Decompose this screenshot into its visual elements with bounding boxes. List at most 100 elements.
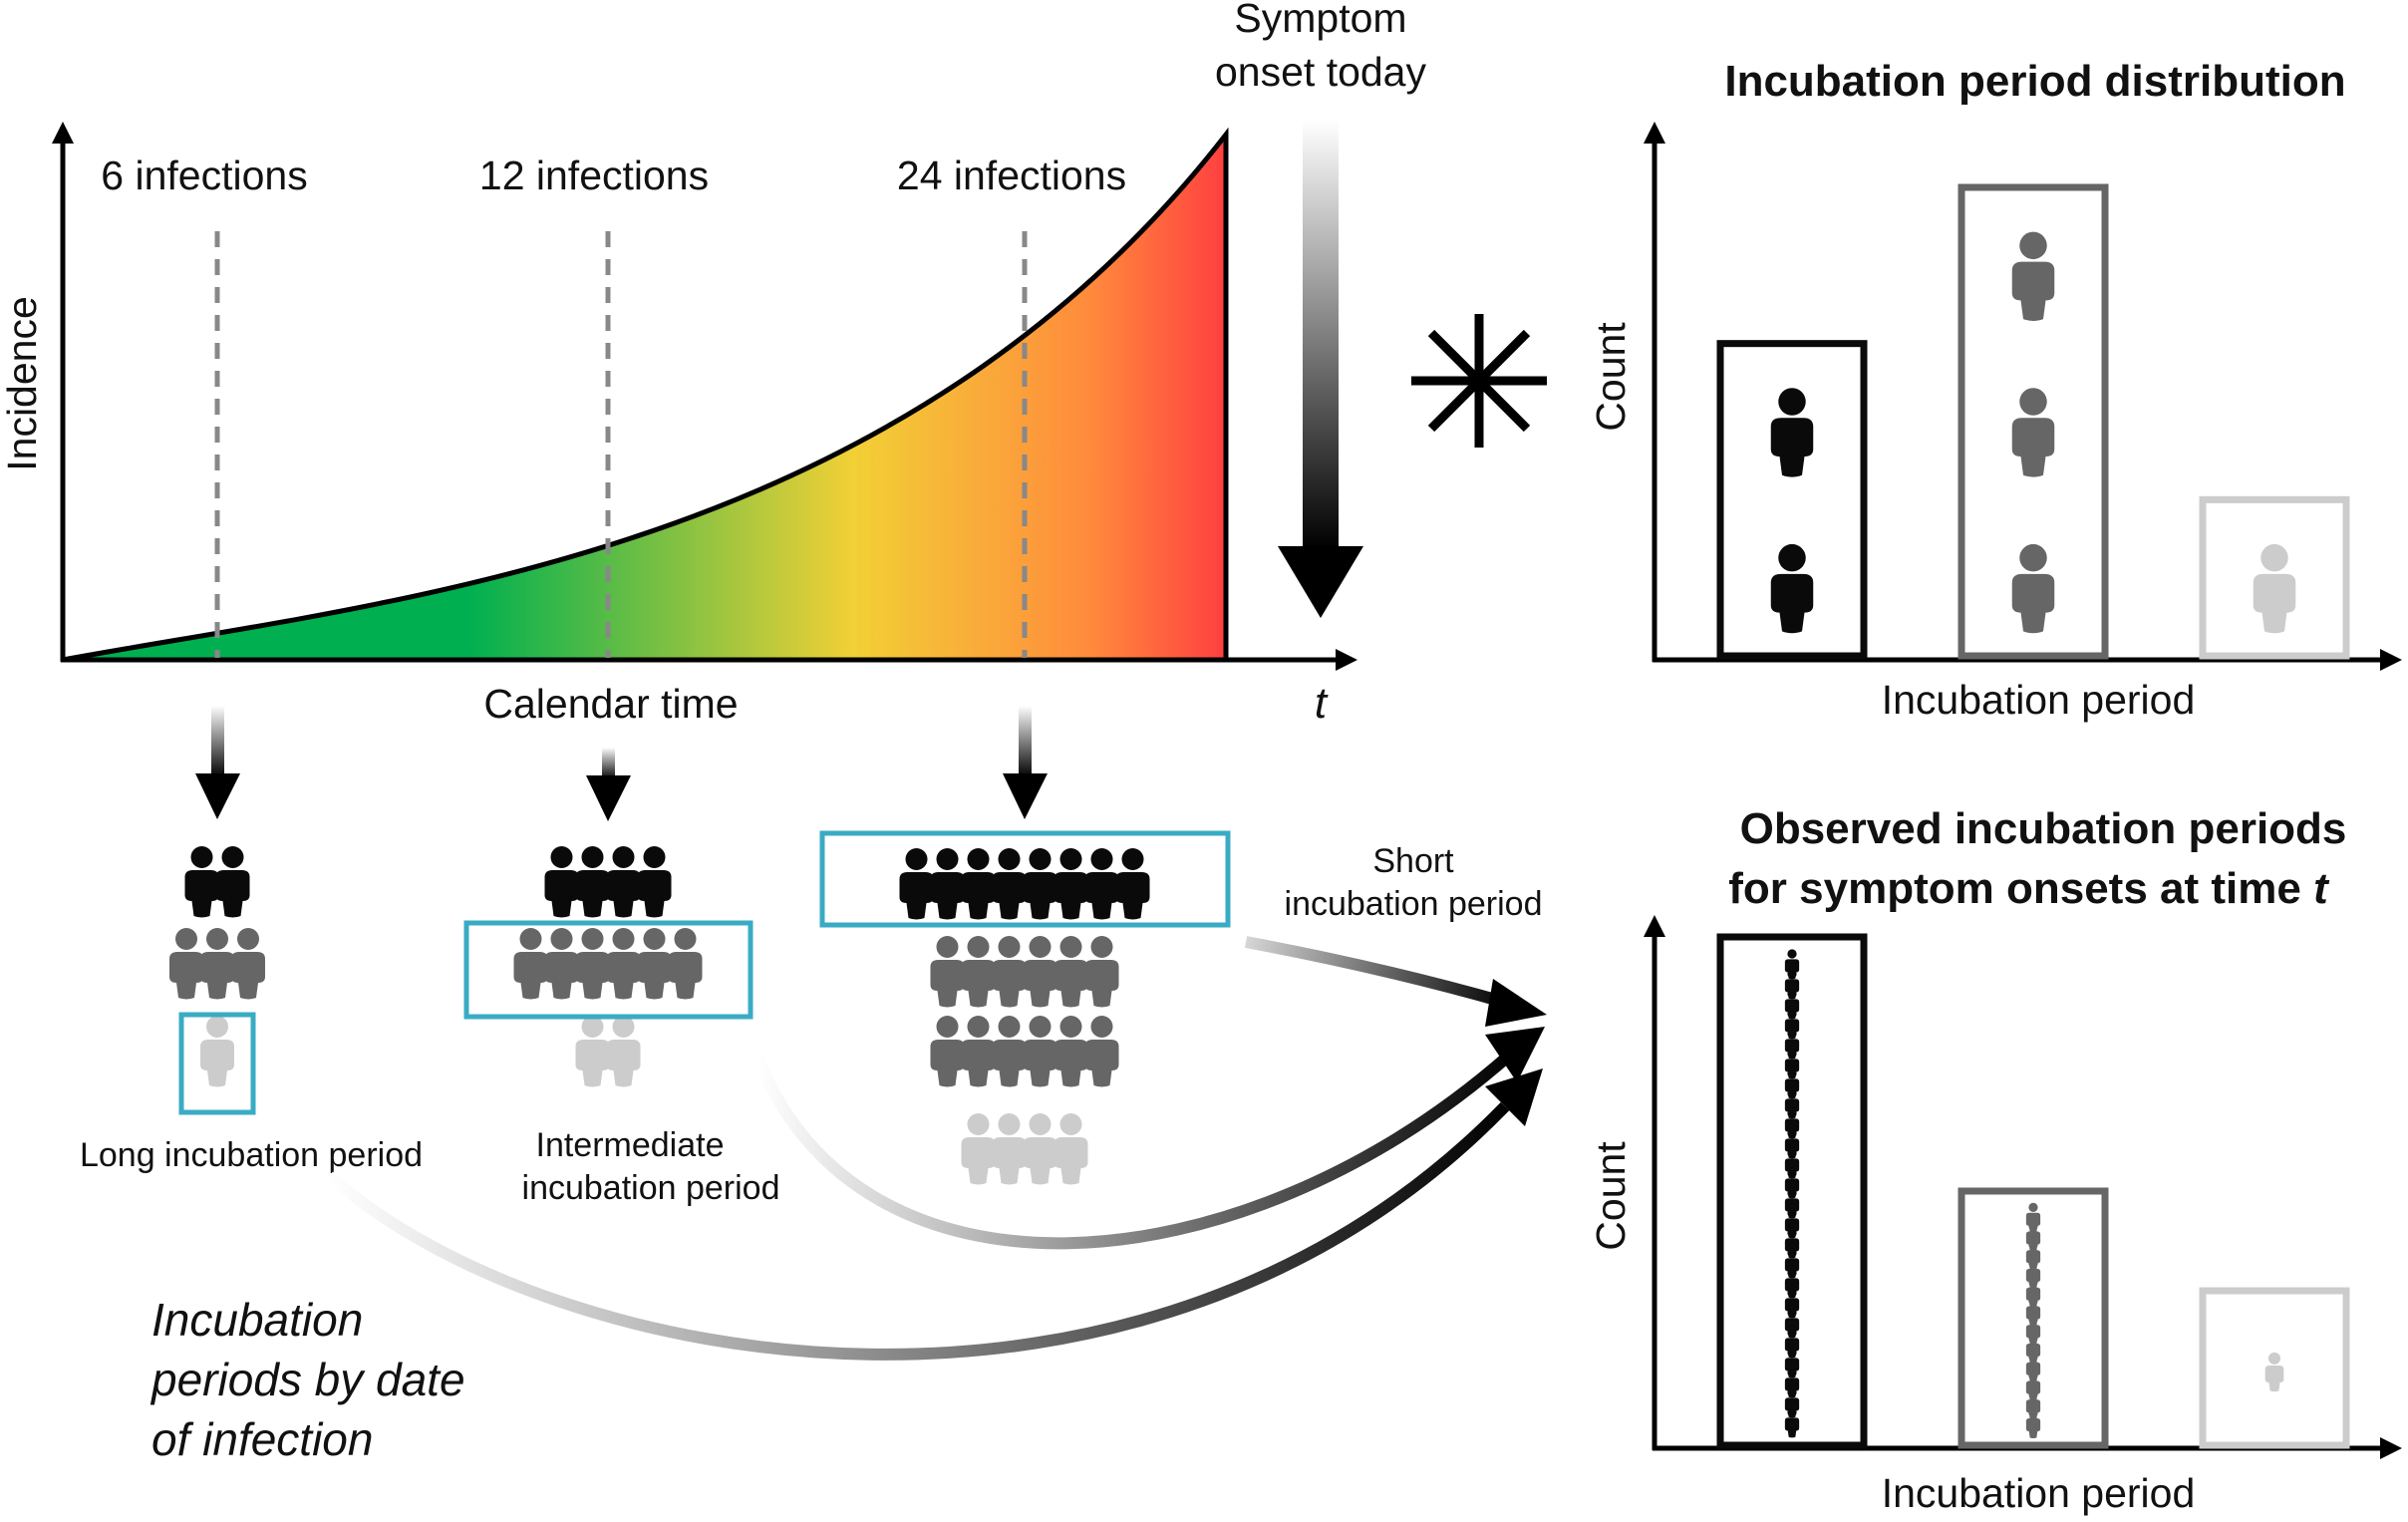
bottom-chart-title-line2: for symptom onsets at time t <box>1728 864 2330 913</box>
marker-label-24: 24 infections <box>897 152 1126 198</box>
top-chart-title: Incubation period distribution <box>1724 57 2345 106</box>
convolution-asterisk <box>1411 314 1547 448</box>
group3-person-intermediate <box>1023 1016 1057 1087</box>
top-chart-person <box>2253 543 2296 634</box>
symptom-onset-line1: Symptom <box>1234 0 1406 41</box>
top-chart-y-label: Count <box>1588 322 1634 432</box>
group1-person-intermediate <box>169 928 203 1000</box>
highlight-intermediate-box <box>463 920 753 1020</box>
group3-label-line1: Short <box>1372 842 1454 880</box>
group3-person-long <box>1054 1113 1088 1185</box>
group3-person-intermediate <box>930 936 965 1008</box>
group1-person-intermediate <box>231 928 265 1000</box>
group2-person-short <box>606 846 641 918</box>
group3-person-short <box>930 848 965 920</box>
incidence-plot: 6 infections 12 infections 24 infections… <box>0 122 1357 728</box>
group2-label-line2: incubation period <box>522 1169 780 1207</box>
top-chart-person <box>1770 388 1814 477</box>
marker-label-12: 12 infections <box>479 152 709 198</box>
bottom-chart-bar <box>1957 1187 2109 1449</box>
bottom-chart-person <box>1784 949 1800 980</box>
bottom-chart-bar <box>2199 1287 2350 1449</box>
group3-person-intermediate <box>1023 936 1057 1008</box>
infection-cohorts <box>169 846 1150 1185</box>
group3-label-line2: incubation period <box>1285 885 1543 923</box>
bottom-chart-bars <box>1716 933 2350 1449</box>
top-chart-person <box>2011 231 2055 321</box>
group3-person-intermediate <box>992 1016 1027 1087</box>
onset-arrow-shaft <box>1303 120 1339 550</box>
symptom-onset: Symptom onset today <box>1215 0 1426 618</box>
marker-label-6: 6 infections <box>101 152 307 198</box>
incubation-distribution-chart: Incubation period distribution Count Inc… <box>1588 57 2402 723</box>
group3-person-intermediate <box>930 1016 965 1087</box>
top-chart-person <box>2011 388 2055 477</box>
group2-person-intermediate <box>668 928 703 1000</box>
group2-label-line1: Intermediate <box>536 1126 725 1164</box>
group3-person-short <box>961 848 996 920</box>
group2-person-long <box>606 1016 641 1087</box>
group3-person-short <box>899 848 934 920</box>
incidence-y-label: Incidence <box>0 296 45 471</box>
flow-arrows <box>325 936 1547 1361</box>
group2-person-long <box>575 1016 610 1087</box>
bottom-chart-person <box>2025 1202 2041 1233</box>
group1-person-intermediate <box>200 928 234 1000</box>
caption-line1: Incubation <box>151 1294 363 1346</box>
caption-line2: periods by date <box>150 1354 465 1405</box>
incidence-x-label: Calendar time <box>483 681 738 727</box>
incidence-y-arrowhead <box>52 122 74 144</box>
bottom-chart-y-arrowhead <box>1644 915 1665 937</box>
flow-arrow-intermediate <box>752 1050 1514 1250</box>
highlight-long-box <box>178 1012 256 1115</box>
top-chart-person <box>2011 543 2055 634</box>
group3-person-intermediate <box>1054 1016 1088 1087</box>
bottom-chart-y-label: Count <box>1588 1141 1634 1251</box>
bottom-chart-x-label: Incubation period <box>1882 1470 2196 1516</box>
group3-person-long <box>961 1113 996 1185</box>
group3-person-intermediate <box>1084 936 1119 1008</box>
group1-person-short <box>184 846 219 918</box>
group2-person-intermediate <box>606 928 641 1000</box>
group3-person-intermediate <box>1084 1016 1119 1087</box>
group3-person-short <box>1084 848 1119 920</box>
group2-person-intermediate <box>637 928 672 1000</box>
highlight-short-box <box>819 830 1231 928</box>
bottom-chart-person <box>2264 1352 2284 1392</box>
group2-person-short <box>637 846 672 918</box>
incidence-x-arrowhead <box>1336 649 1357 671</box>
top-chart-bars <box>1716 183 2350 660</box>
group2-person-intermediate <box>544 928 579 1000</box>
group3-person-intermediate <box>961 1016 996 1087</box>
group1-label: Long incubation period <box>80 1136 423 1174</box>
observed-incubation-chart: Observed incubation periods for symptom … <box>1588 804 2402 1516</box>
group3-person-intermediate <box>992 936 1027 1008</box>
group3-person-short <box>1115 848 1150 920</box>
t-label: t <box>1315 679 1329 728</box>
top-chart-x-label: Incubation period <box>1882 677 2196 723</box>
bottom-chart-title-line1: Observed incubation periods <box>1740 804 2347 853</box>
group-arrows <box>195 706 1048 821</box>
top-chart-bar <box>1716 340 1868 660</box>
onset-arrowhead <box>1278 546 1363 618</box>
top-chart-x-arrowhead <box>2380 649 2402 671</box>
bottom-chart-bar <box>1716 933 1868 1449</box>
group3-person-short <box>992 848 1027 920</box>
group2-person-intermediate <box>575 928 610 1000</box>
caption-line3: of infection <box>151 1413 373 1465</box>
group1-person-long <box>200 1016 234 1087</box>
group2-person-short <box>544 846 579 918</box>
flow-arrow-short <box>1244 936 1505 1008</box>
group3-person-intermediate <box>1054 936 1088 1008</box>
top-chart-person <box>1770 543 1814 634</box>
group2-person-short <box>575 846 610 918</box>
group3-person-long <box>992 1113 1027 1185</box>
incidence-area <box>62 127 1229 663</box>
group3-person-long <box>1023 1113 1057 1185</box>
bottom-chart-x-arrowhead <box>2380 1437 2402 1459</box>
group3-person-intermediate <box>961 936 996 1008</box>
group2-person-intermediate <box>513 928 548 1000</box>
flow-arrow-long <box>325 1101 1510 1361</box>
top-chart-y-arrowhead <box>1644 122 1665 144</box>
